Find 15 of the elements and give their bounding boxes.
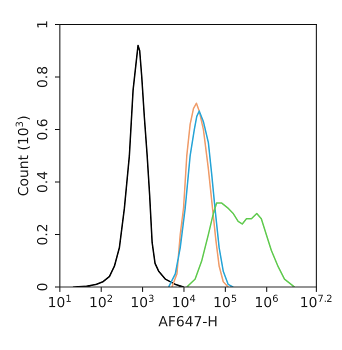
y-tick-label: 0.8 bbox=[36, 66, 48, 88]
y-tick-label: 0.4 bbox=[36, 172, 48, 192]
y-tick-label: 0.2 bbox=[36, 224, 48, 245]
y-tick-label: 0 bbox=[36, 284, 48, 291]
x-tick-label: 10$^{3}$ bbox=[132, 294, 154, 308]
y-axis-title: Count (10$^{3}$) bbox=[16, 116, 30, 196]
x-tick-label: 10$^{5}$ bbox=[214, 294, 236, 308]
y-tick-label: 1 bbox=[37, 21, 48, 28]
x-axis-title: AF647-H bbox=[158, 316, 216, 326]
x-tick-label: 10$^{2}$ bbox=[90, 294, 112, 308]
x-tick-label: 10$^{6}$ bbox=[256, 294, 278, 308]
x-tick-label: 10$^{7.2}$ bbox=[301, 294, 332, 308]
y-tick-label: 0.6 bbox=[36, 119, 48, 140]
x-tick-label: 10$^{1}$ bbox=[49, 294, 71, 308]
x-tick-label: 10$^{4}$ bbox=[173, 294, 196, 308]
